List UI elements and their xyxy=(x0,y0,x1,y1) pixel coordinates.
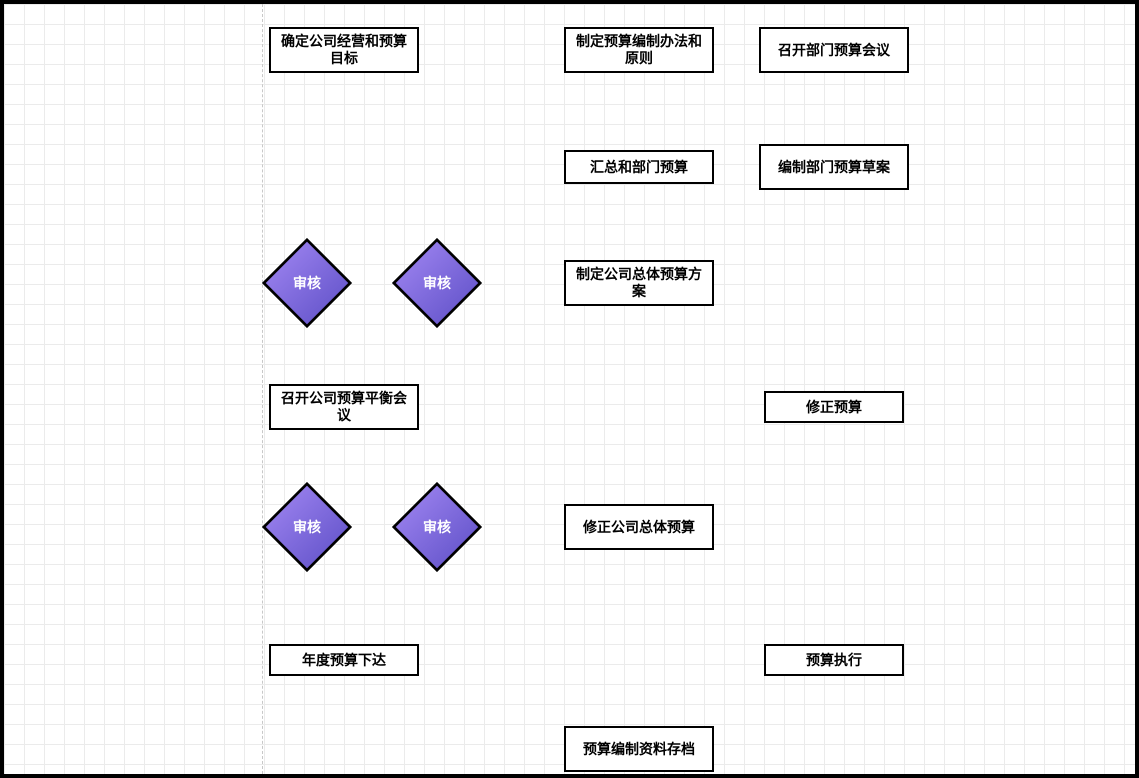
node-label: 汇总和部门预算 xyxy=(590,159,688,176)
flow-decision-d4: 审核 xyxy=(262,482,352,572)
flow-decision-d1: 审核 xyxy=(392,238,482,328)
node-label: 修正预算 xyxy=(806,399,862,416)
flow-node-n12: 预算编制资料存档 xyxy=(564,726,714,772)
flow-decision-d3: 审核 xyxy=(392,482,482,572)
flow-node-n5: 汇总和部门预算 xyxy=(564,150,714,184)
node-label: 制定公司总体预算方案 xyxy=(572,266,706,300)
node-label: 召开部门预算会议 xyxy=(778,42,890,59)
flowchart-canvas: 确定公司经营和预算目标 制定预算编制办法和原则 召开部门预算会议编制部门预算草案 汇总… xyxy=(0,0,1139,778)
flow-node-n9: 修正公司总体预算 xyxy=(564,504,714,550)
node-label: 编制部门预算草案 xyxy=(778,159,890,176)
flow-node-n2: 制定预算编制办法和原则 xyxy=(564,27,714,73)
flow-node-n4: 编制部门预算草案 xyxy=(759,144,909,190)
flow-node-n1: 确定公司经营和预算目标 xyxy=(269,27,419,73)
flow-node-n6: 制定公司总体预算方案 xyxy=(564,260,714,306)
decision-label: 审核 xyxy=(392,482,482,572)
flow-node-n11: 预算执行 xyxy=(764,644,904,676)
flow-decision-d2: 审核 xyxy=(262,238,352,328)
node-label: 确定公司经营和预算目标 xyxy=(277,33,411,67)
decision-label: 审核 xyxy=(262,482,352,572)
node-label: 修正公司总体预算 xyxy=(583,519,695,536)
vertical-guide xyxy=(262,4,263,774)
node-label: 预算编制资料存档 xyxy=(583,741,695,758)
decision-label: 审核 xyxy=(392,238,482,328)
flow-node-n10: 年度预算下达 xyxy=(269,644,419,676)
decision-label: 审核 xyxy=(262,238,352,328)
node-label: 制定预算编制办法和原则 xyxy=(572,33,706,67)
flow-node-n3: 召开部门预算会议 xyxy=(759,27,909,73)
flow-node-n7: 召开公司预算平衡会议 xyxy=(269,384,419,430)
node-label: 预算执行 xyxy=(806,652,862,669)
node-label: 召开公司预算平衡会议 xyxy=(277,390,411,424)
flow-node-n8: 修正预算 xyxy=(764,391,904,423)
grid-background xyxy=(4,4,1135,774)
node-label: 年度预算下达 xyxy=(302,652,386,669)
